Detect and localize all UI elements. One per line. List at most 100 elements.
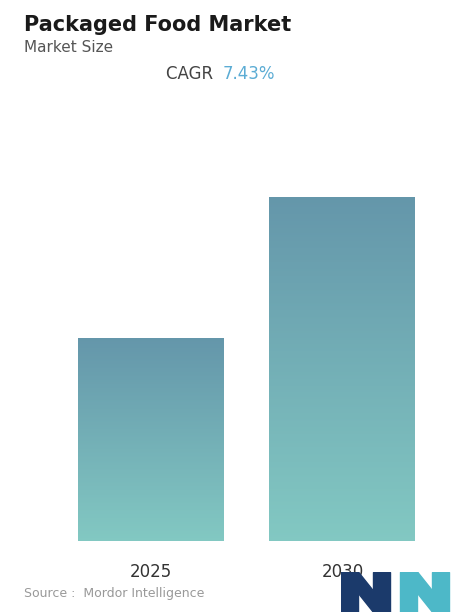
Bar [78,359,224,360]
Bar [269,301,415,303]
Bar [78,487,224,488]
Bar [269,229,415,231]
Bar [78,413,224,415]
Bar [78,411,224,413]
Bar [78,486,224,488]
Bar [78,522,224,523]
Bar [78,486,224,487]
Bar [269,307,415,309]
Bar [78,402,224,403]
Bar [78,482,224,483]
Bar [78,365,224,366]
Bar [78,351,224,352]
Bar [78,357,224,358]
Text: Market Size: Market Size [24,40,113,55]
Bar [78,502,224,503]
Bar [78,418,224,419]
Bar [269,385,415,387]
Bar [78,512,224,513]
Bar [78,367,224,368]
Bar [78,432,224,433]
Bar [78,403,224,405]
Bar [269,316,415,318]
Bar [269,504,415,506]
Bar [269,274,415,276]
Bar [78,531,224,533]
Bar [269,526,415,529]
Bar [78,539,224,541]
Bar [269,289,415,291]
Bar [269,321,415,323]
Bar [78,437,224,438]
Bar [269,197,415,199]
Bar [269,419,415,421]
Bar [78,384,224,386]
Bar [269,536,415,538]
Bar [78,494,224,495]
Bar [269,267,415,269]
Bar [78,358,224,359]
Bar [269,434,415,436]
Bar [269,323,415,325]
Bar [269,355,415,357]
Bar [269,454,415,456]
Bar [269,491,415,493]
Bar [78,394,224,396]
Bar [78,512,224,514]
Text: Packaged Food Market: Packaged Food Market [24,15,291,36]
Bar [269,380,415,382]
Bar [78,387,224,388]
Bar [78,373,224,374]
Bar [269,453,415,455]
Bar [78,498,224,499]
Bar [78,344,224,345]
Bar [269,437,415,438]
Bar [269,257,415,259]
Bar [78,521,224,522]
Bar [78,462,224,464]
Bar [269,273,415,275]
Bar [269,363,415,365]
Bar [269,506,415,508]
Bar [78,460,224,461]
Bar [78,384,224,385]
Bar [269,530,415,532]
Bar [78,517,224,518]
Bar [269,415,415,416]
Bar [269,215,415,216]
Bar [269,261,415,263]
Bar [78,438,224,440]
Bar [269,432,415,434]
Bar [269,501,415,502]
Bar [78,360,224,361]
Bar [269,224,415,227]
Bar [78,386,224,387]
Bar [269,535,415,537]
Bar [78,507,224,508]
Bar [78,475,224,476]
Bar [269,208,415,210]
Bar [78,493,224,494]
Bar [269,219,415,221]
Bar [78,411,224,412]
Bar [78,472,224,473]
Bar [78,338,224,339]
Bar [269,264,415,266]
Bar [78,494,224,496]
Bar [78,383,224,384]
Bar [269,483,415,485]
Bar [78,408,224,410]
Bar [269,250,415,252]
Bar [78,391,224,392]
Bar [269,493,415,494]
Bar [78,400,224,402]
Bar [269,379,415,381]
Bar [269,359,415,360]
Bar [269,453,415,454]
Bar [269,518,415,520]
Bar [78,438,224,439]
Bar [269,523,415,525]
Bar [269,216,415,218]
Bar [269,335,415,336]
Bar [78,434,224,435]
